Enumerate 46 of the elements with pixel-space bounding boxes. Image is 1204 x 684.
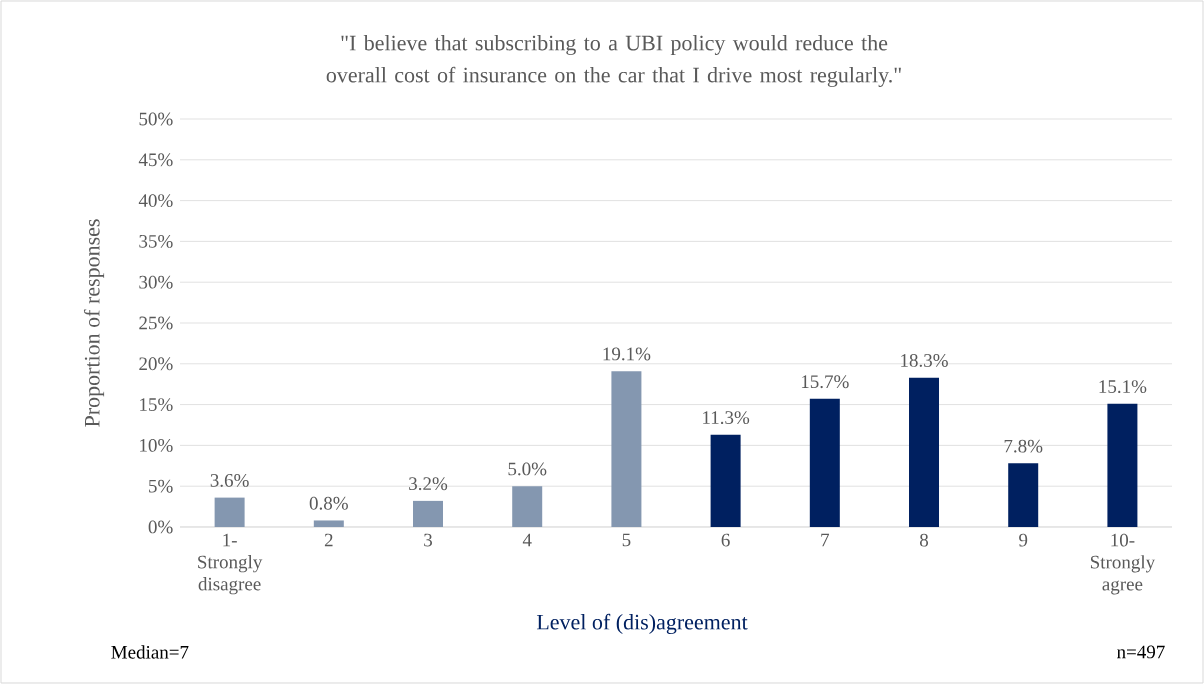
x-tick-label: 3 <box>424 533 433 547</box>
y-tick-label: 0% <box>148 520 173 534</box>
y-tick-label: 30% <box>139 275 173 289</box>
y-tick-label: 20% <box>139 357 173 371</box>
data-label: 18.3% <box>901 354 948 367</box>
bar <box>214 497 245 527</box>
bar <box>313 520 344 527</box>
bar <box>413 500 444 527</box>
bar <box>1107 403 1138 527</box>
bar <box>1008 463 1039 527</box>
x-tick-label: 1- Strongly disagree <box>198 533 263 595</box>
bar <box>611 371 642 527</box>
text: Median=7 <box>111 645 189 659</box>
data-label: 15.7% <box>801 375 849 389</box>
data-label: 3.6% <box>210 473 249 487</box>
bar <box>710 434 741 527</box>
data-label: 0.8% <box>309 496 348 510</box>
x-tick-label: 8 <box>919 533 929 547</box>
y-tick-label: 10% <box>140 438 173 452</box>
y-tick-label: 45% <box>138 153 173 167</box>
data-label: 11.3% <box>703 411 750 425</box>
x-axis-title: Level of (dis)agreement <box>536 613 748 635</box>
x-tick-label: 4 <box>522 533 532 547</box>
x-tick-label: 2 <box>324 533 333 547</box>
data-label: 3.2% <box>409 477 448 491</box>
y-axis-title: Proportion of responses <box>83 219 105 427</box>
y-tick-label: 25% <box>139 316 173 330</box>
data-label: 19.1% <box>603 347 651 361</box>
bar <box>512 486 543 527</box>
x-tick-label: 5 <box>622 533 631 547</box>
y-tick-label: 5% <box>149 479 173 493</box>
bar <box>909 377 940 527</box>
data-label: 7.8% <box>1004 439 1043 453</box>
y-tick-label: 40% <box>138 194 173 208</box>
x-tick-label: 9 <box>1019 533 1028 547</box>
chart-title: "I believe that subscribing to a UBI policy would reduce the overall cost of insurance on the car that I drive most regularly." <box>326 35 901 87</box>
x-tick-label: 7 <box>821 533 830 547</box>
x-tick-label: 6 <box>721 533 730 547</box>
data-label: 15.1% <box>1099 380 1147 394</box>
bar <box>809 398 840 527</box>
text: n=497 <box>1117 645 1165 659</box>
data-label: 5.0% <box>508 462 547 476</box>
y-tick-label: 35% <box>139 234 173 248</box>
y-tick-label: 15% <box>140 398 173 412</box>
y-tick-label: 50% <box>139 112 173 126</box>
x-tick-label: 10- Strongly agree <box>1090 533 1156 595</box>
